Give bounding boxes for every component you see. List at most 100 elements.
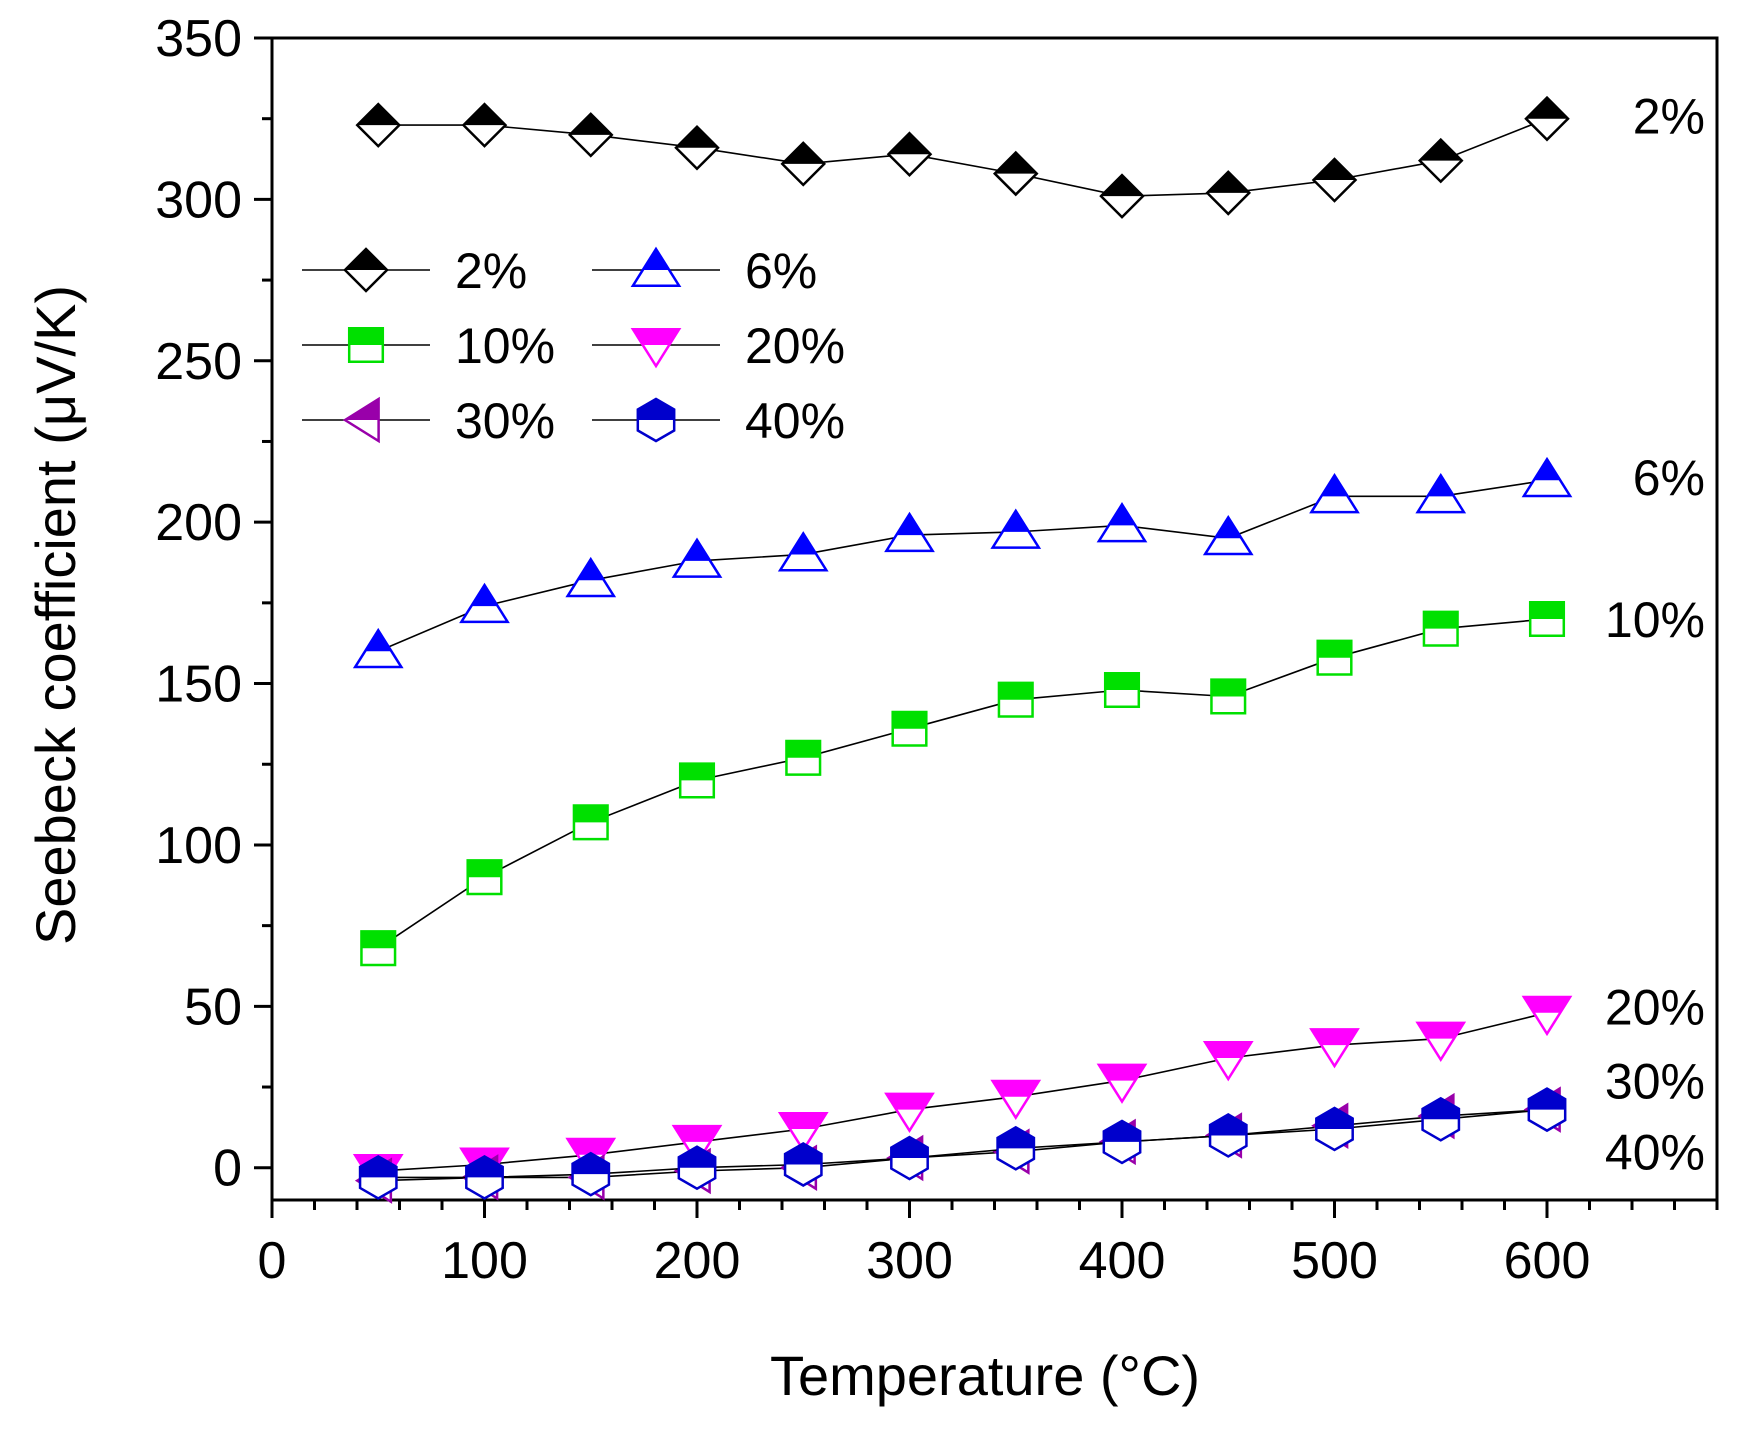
data-point <box>677 1145 717 1191</box>
series-line <box>377 479 1548 653</box>
data-point <box>990 508 1042 549</box>
data-point <box>1102 1119 1142 1165</box>
data-point <box>996 1125 1036 1171</box>
data-point <box>465 1154 504 1200</box>
y-axis: 0 50 100 150 200 250 300 350 <box>155 10 272 1198</box>
legend-marker <box>630 328 682 369</box>
data-point <box>1202 514 1254 556</box>
data-point <box>1309 1028 1360 1069</box>
data-point <box>990 1079 1042 1121</box>
legend-marker <box>342 396 380 444</box>
data-point <box>567 112 614 158</box>
data-point <box>890 1135 929 1181</box>
data-point <box>1528 600 1566 638</box>
data-point <box>1205 170 1252 216</box>
data-point <box>360 930 397 967</box>
data-point <box>992 150 1039 197</box>
data-point <box>1202 1040 1254 1082</box>
x-tick-label: 100 <box>441 1232 528 1290</box>
end-label: 6% <box>1633 450 1705 506</box>
y-tick-label: 100 <box>155 817 242 875</box>
x-tick-label: 400 <box>1079 1232 1166 1290</box>
data-point <box>1311 157 1358 203</box>
legend-marker <box>630 246 682 287</box>
data-point <box>1524 95 1570 142</box>
legend: 2% 6% 10% 20% 30% 40% <box>302 243 845 449</box>
legend-item: 2% <box>302 243 527 299</box>
data-point <box>777 1111 829 1153</box>
end-label: 20% <box>1605 979 1705 1035</box>
legend-item: 20% <box>592 318 845 374</box>
data-point <box>783 1142 823 1187</box>
end-labels: 2% 6% 10% 20% 30% 40% <box>1605 88 1705 1180</box>
x-tick-label: 200 <box>654 1232 741 1290</box>
data-point <box>1421 1096 1461 1142</box>
legend-item: 30% <box>302 393 555 449</box>
data-point <box>785 739 822 776</box>
data-point <box>1521 995 1573 1037</box>
series-line <box>377 618 1548 949</box>
legend-label: 6% <box>745 243 817 299</box>
legend-marker <box>343 247 389 293</box>
legend-marker <box>636 397 676 443</box>
data-point <box>1417 137 1464 184</box>
data-point <box>1415 1021 1467 1062</box>
legend-label: 2% <box>455 243 527 299</box>
x-axis-title: Temperature (°C) <box>770 1344 1200 1407</box>
data-point <box>565 556 617 598</box>
data-point <box>572 804 609 841</box>
y-tick-label: 0 <box>213 1140 242 1198</box>
data-point <box>355 102 402 148</box>
series-line <box>378 1012 1548 1172</box>
data-point <box>1527 1087 1567 1133</box>
legend-item: 6% <box>592 243 817 299</box>
series-20pct <box>352 995 1573 1195</box>
data-point <box>1096 1063 1148 1104</box>
data-point <box>1316 639 1353 676</box>
data-point <box>1103 671 1141 709</box>
legend-marker <box>347 326 385 364</box>
data-point <box>997 681 1034 718</box>
legend-item: 10% <box>302 318 555 374</box>
y-tick-label: 150 <box>155 656 242 714</box>
data-point <box>1208 1113 1248 1158</box>
series-line <box>378 117 1548 198</box>
legend-label: 40% <box>745 393 845 449</box>
legend-label: 20% <box>745 318 845 374</box>
data-point <box>461 102 508 148</box>
series-line <box>378 1108 1548 1179</box>
legend-label: 10% <box>455 318 555 374</box>
data-point <box>886 131 933 177</box>
end-label: 10% <box>1605 592 1705 648</box>
series-30pct <box>354 1086 1561 1204</box>
data-point <box>459 582 510 624</box>
data-point <box>466 859 503 896</box>
series-6pct <box>352 456 1573 669</box>
data-point <box>1415 472 1467 514</box>
y-tick-label: 50 <box>184 978 242 1036</box>
end-label: 30% <box>1605 1054 1705 1110</box>
x-axis: 0 100 200 300 400 500 600 <box>258 1200 1719 1290</box>
data-point <box>1309 472 1360 514</box>
data-point <box>1521 456 1573 498</box>
y-tick-label: 250 <box>155 333 242 391</box>
x-tick-label: 0 <box>258 1232 287 1290</box>
data-point <box>352 627 404 669</box>
data-point <box>1422 610 1459 647</box>
data-point <box>671 537 723 578</box>
data-point <box>780 141 827 187</box>
series-10pct <box>360 600 1566 967</box>
legend-label: 30% <box>455 393 555 449</box>
data-point <box>884 511 935 553</box>
x-tick-label: 600 <box>1504 1232 1591 1290</box>
data-point <box>674 124 720 171</box>
series-2pct <box>355 95 1570 219</box>
data-point <box>358 1154 398 1200</box>
y-tick-label: 200 <box>155 494 242 552</box>
data-point <box>571 1151 611 1197</box>
series-40pct <box>358 1087 1567 1200</box>
x-tick-label: 300 <box>866 1232 953 1290</box>
x-tick-label: 500 <box>1291 1232 1378 1290</box>
data-point <box>1099 173 1145 219</box>
